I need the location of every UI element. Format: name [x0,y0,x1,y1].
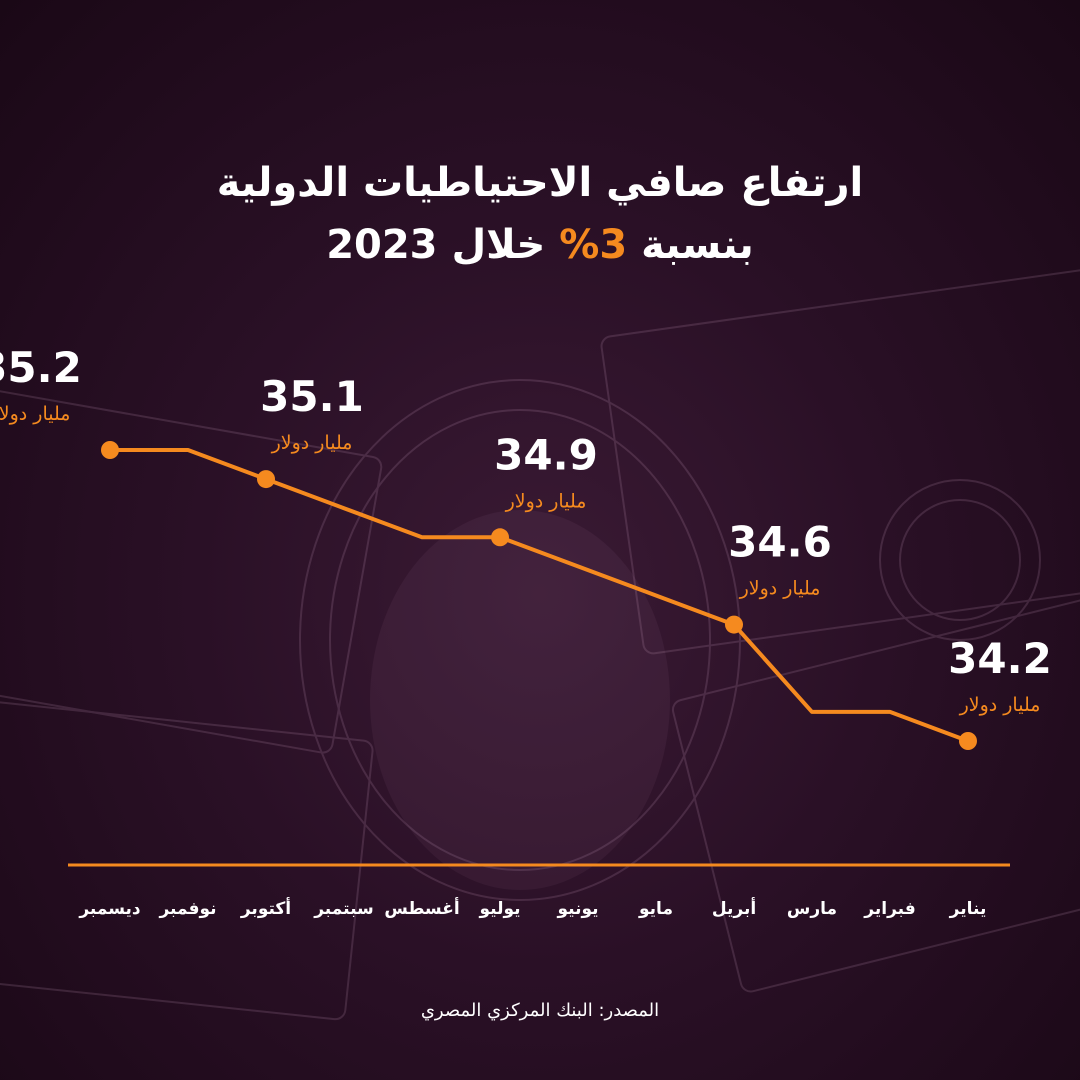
title-suffix: خلال 2023 [326,222,546,268]
x-tick-label: نوفمبر [158,899,216,919]
data-value-label: 34.9 [494,430,598,479]
chart-title-line1: ارتفاع صافي الاحتياطيات الدولية [216,160,864,206]
data-unit-label: مليار دولار [739,578,821,600]
data-unit-label: مليار دولار [959,694,1041,716]
x-tick-label: مارس [787,899,837,919]
data-point-marker [959,732,977,750]
data-unit-label: مليار دولار [505,490,587,512]
x-tick-label: سبتمبر [313,899,374,919]
data-value-label: 35.1 [260,372,364,421]
x-tick-label: أبريل [712,897,756,919]
data-labels: 35.2 مليار دولار 35.1 مليار دولار 34.9 مليار … [0,343,1052,716]
title-highlight-percent: 3% [559,222,628,268]
x-tick-label: يناير [949,899,987,919]
data-points [101,441,977,750]
source-note: المصدر: البنك المركزي المصري [420,1000,660,1021]
data-value-label: 34.6 [728,518,832,567]
x-tick-label: ديسمبر [78,899,141,919]
x-tick-label: يونيو [556,899,598,919]
chart-title-line2: بنسبة 3% خلال 2023 [0,222,1080,268]
data-unit-label: مليار دولار [0,403,70,425]
x-tick-label: مايو [638,899,673,919]
data-value-label: 35.2 [0,343,82,392]
series-line [110,448,969,743]
title-prefix: بنسبة [641,222,754,268]
data-unit-label: مليار دولار [271,432,353,454]
data-point-marker [101,441,119,459]
data-value-label: 34.2 [948,634,1052,683]
data-point-marker [491,528,509,547]
data-point-marker [257,470,275,489]
x-tick-label: أكتوبر [240,897,291,919]
x-tick-label: أغسطس [384,897,459,919]
x-tick-label: يوليو [478,899,520,919]
x-tick-label: فبراير [863,899,915,919]
x-tick-labels: ديسمبر نوفمبر أكتوبر سبتمبر أغسطس يوليو يونيو م… [78,897,986,919]
data-point-marker [725,615,743,634]
